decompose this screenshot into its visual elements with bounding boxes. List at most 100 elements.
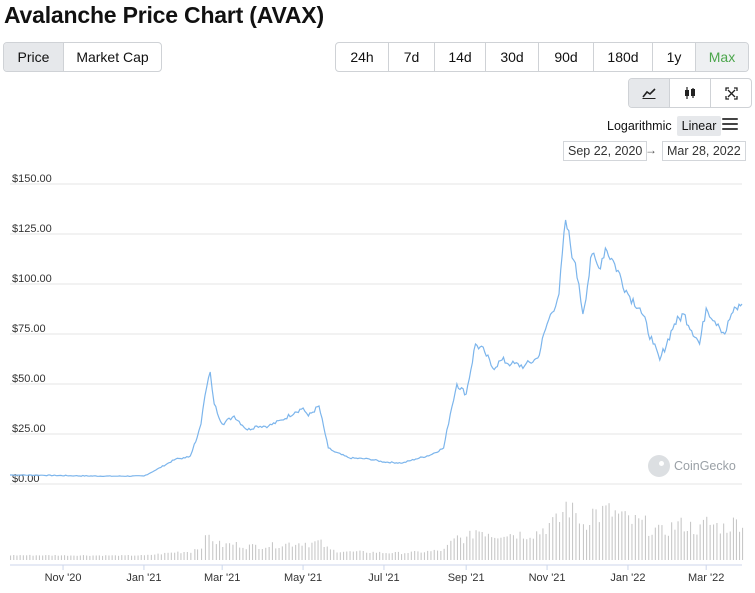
volume-bar (295, 544, 297, 560)
date-from-input[interactable]: Sep 22, 2020 (563, 141, 648, 161)
volume-bar (539, 534, 541, 560)
volume-bar (621, 511, 623, 560)
price-chart[interactable]: $0.00$25.00$50.00$75.00$100.00$125.00$15… (0, 168, 755, 593)
y-tick-label: $75.00 (12, 323, 46, 335)
volume-bar (526, 539, 528, 560)
volume-bar (118, 555, 120, 560)
volume-bar (261, 549, 263, 560)
range-180d[interactable]: 180d (594, 43, 653, 71)
volume-bar (667, 535, 669, 560)
y-tick-label: $125.00 (12, 223, 52, 235)
volume-bar (186, 552, 188, 560)
volume-bar (167, 552, 169, 560)
y-tick-label: $50.00 (12, 373, 46, 385)
volume-bar (529, 537, 531, 560)
volume-bar (693, 534, 695, 560)
volume-bar (542, 528, 544, 560)
volume-bar (229, 543, 231, 560)
range-30d[interactable]: 30d (486, 43, 539, 71)
volume-bar (506, 536, 508, 560)
volume-bar (661, 525, 663, 560)
volume-bar (95, 555, 97, 560)
volume-bar (463, 543, 465, 560)
volume-bar (611, 516, 613, 560)
volume-bar (67, 555, 69, 560)
volume-bar (248, 544, 250, 560)
volume-bar (598, 522, 600, 560)
volume-bar (54, 555, 56, 560)
range-7d[interactable]: 7d (389, 43, 435, 71)
volume-bar (291, 546, 293, 560)
volume-bar (552, 517, 554, 560)
volume-bar (472, 538, 474, 560)
line-chart-icon[interactable] (629, 79, 670, 107)
volume-bar (308, 547, 310, 560)
volume-bar (475, 530, 477, 560)
x-tick-label: Nov '20 (45, 572, 82, 584)
range-90d[interactable]: 90d (539, 43, 594, 71)
volume-bar (215, 544, 217, 560)
volume-bar (450, 540, 452, 560)
volume-bar (509, 534, 511, 560)
tab-market-cap[interactable]: Market Cap (76, 49, 149, 65)
scale-toggle: Logarithmic Linear (602, 116, 722, 136)
volume-bar (29, 554, 31, 560)
x-tick-label: Sep '21 (448, 572, 485, 584)
volume-bar (735, 519, 737, 560)
volume-bar (258, 549, 260, 560)
hamburger-menu-icon[interactable] (722, 118, 738, 133)
range-14d[interactable]: 14d (435, 43, 486, 71)
range-24h[interactable]: 24h (336, 43, 389, 71)
volume-bar (394, 552, 396, 560)
volume-bar (443, 548, 445, 560)
page-title: Avalanche Price Chart (AVAX) (4, 2, 324, 28)
volume-bar (446, 544, 448, 560)
volume-bar (111, 555, 113, 560)
volume-bar (235, 542, 237, 560)
volume-bar (410, 551, 412, 560)
volume-bar (582, 524, 584, 560)
fullscreen-icon[interactable] (711, 79, 751, 107)
arrow-right-icon: → (645, 143, 657, 157)
volume-bar (654, 527, 656, 560)
volume-bar (407, 553, 409, 560)
volume-bar (42, 555, 44, 560)
volume-bar (314, 541, 316, 560)
volume-bar (45, 555, 47, 560)
volume-bar (73, 555, 75, 560)
scale-linear[interactable]: Linear (676, 116, 722, 136)
volume-bar (512, 535, 514, 560)
volume-bar (180, 553, 182, 560)
date-to-input[interactable]: Mar 28, 2022 (662, 141, 746, 161)
tab-price[interactable]: Price (4, 43, 64, 71)
volume-bar (92, 555, 94, 560)
volume-bar (638, 518, 640, 560)
candlestick-icon[interactable] (670, 79, 711, 107)
volume-bar (183, 552, 185, 560)
volume-bar (592, 508, 594, 560)
volume-bar (401, 554, 403, 560)
x-tick-label: Jul '21 (368, 572, 399, 584)
volume-bar (147, 554, 149, 560)
volume-bar (298, 543, 300, 560)
volume-bar (225, 543, 227, 560)
y-tick-label: $150.00 (12, 173, 52, 185)
volume-bar (589, 525, 591, 560)
volume-bar (562, 512, 564, 560)
range-max[interactable]: Max (696, 43, 748, 71)
scale-logarithmic[interactable]: Logarithmic (607, 119, 672, 133)
volume-bar (545, 534, 547, 560)
volume-bar (323, 547, 325, 560)
range-1y[interactable]: 1y (653, 43, 696, 71)
volume-bar (143, 555, 145, 560)
volume-bar (382, 553, 384, 560)
volume-bar (683, 531, 685, 560)
volume-bar (157, 553, 159, 560)
volume-bar (414, 551, 416, 560)
volume-bar (134, 555, 136, 560)
volume-bar (641, 519, 643, 560)
volume-bar (651, 534, 653, 560)
volume-bar (732, 517, 734, 560)
volume-bar (89, 555, 91, 560)
volume-bar (723, 523, 725, 560)
